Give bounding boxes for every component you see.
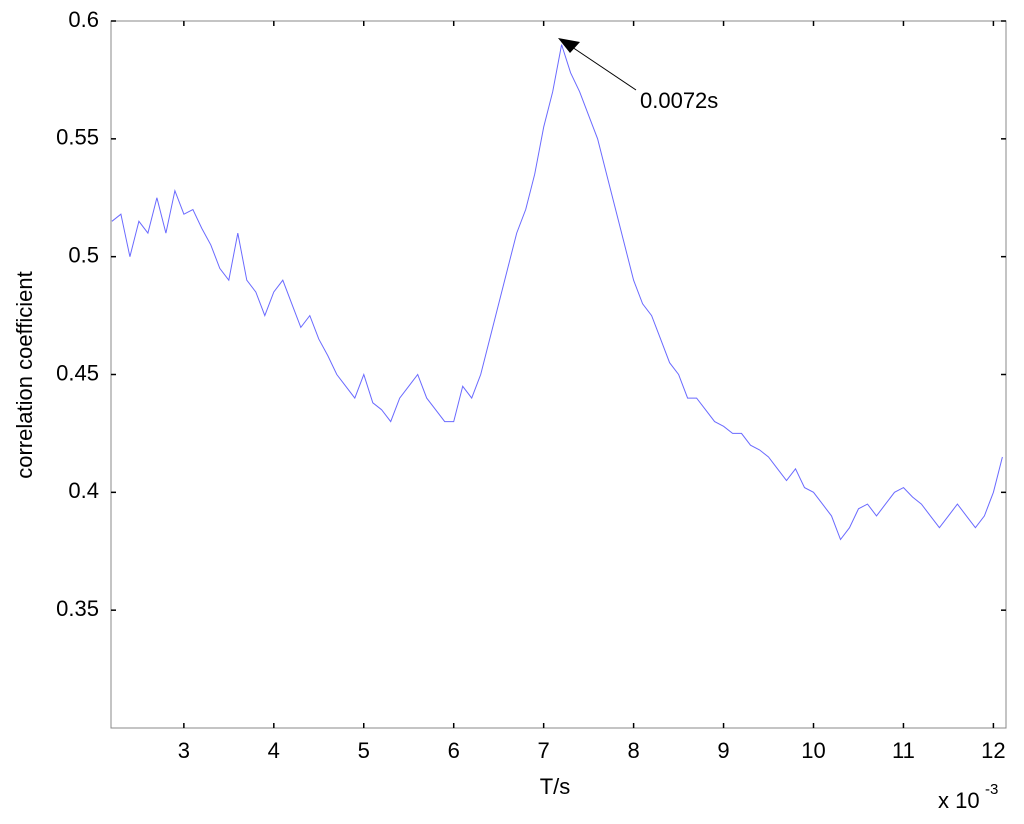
x-tick-label: 8 xyxy=(627,738,639,763)
x-multiplier: x 10 xyxy=(938,788,980,813)
x-tick-label: 7 xyxy=(538,738,550,763)
y-tick-label: 0.5 xyxy=(68,242,99,267)
y-tick-label: 0.45 xyxy=(56,360,99,385)
x-axis-label: T/s xyxy=(540,774,571,799)
y-tick-label: 0.4 xyxy=(68,478,99,503)
x-tick-label: 4 xyxy=(268,738,280,763)
x-tick-label: 12 xyxy=(981,738,1005,763)
data-line xyxy=(111,44,1003,541)
x-tick-label: 6 xyxy=(448,738,460,763)
annotation: 0.0072s xyxy=(640,88,718,113)
x-tick-label: 11 xyxy=(892,738,915,763)
plot-frame xyxy=(110,20,1007,729)
annotation-arrow-head xyxy=(558,38,580,53)
y-axis-label: correlation coefficient xyxy=(12,271,37,479)
x-tick-label: 5 xyxy=(358,738,370,763)
y-tick-label: 0.6 xyxy=(68,7,99,32)
y-tick-label: 0.55 xyxy=(56,125,99,150)
x-tick-label: 10 xyxy=(801,738,825,763)
x-tick-label: 3 xyxy=(178,738,190,763)
y-tick-label: 0.35 xyxy=(56,596,99,621)
annotation-arrow-line xyxy=(571,46,637,91)
x-exponent: -3 xyxy=(985,781,998,798)
x-tick-label: 9 xyxy=(717,738,729,763)
